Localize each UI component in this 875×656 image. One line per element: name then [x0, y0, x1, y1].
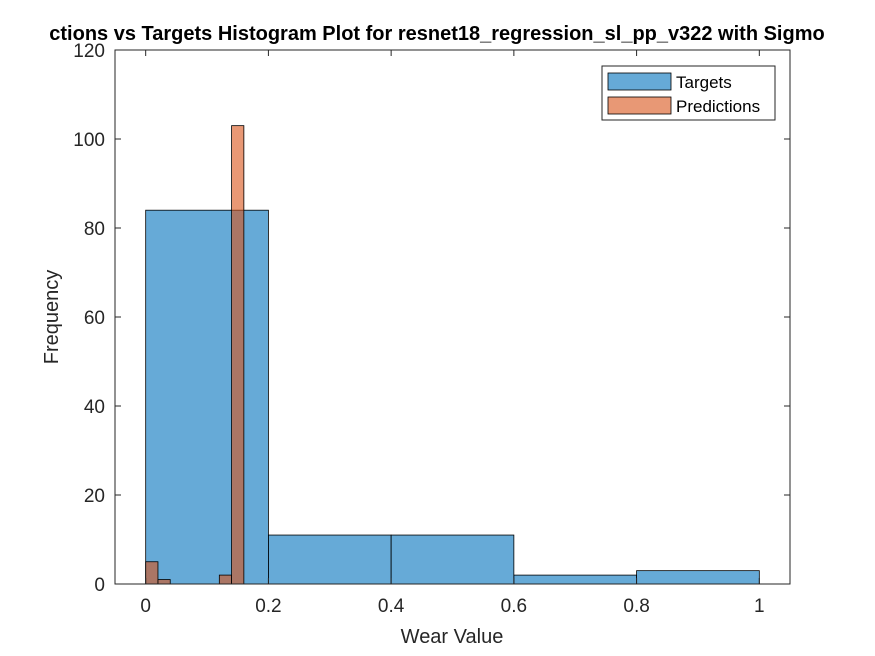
target-bar-4 — [636, 570, 760, 585]
axes-layer: 0 0.2 0.4 0.6 0.8 1 0 20 40 60 80 100 120 — [73, 41, 791, 617]
y-tick-label: 60 — [84, 308, 105, 329]
target-bar-0 — [145, 209, 269, 585]
legend: Targets Predictions — [601, 65, 776, 121]
x-tick-label: 0.2 — [255, 596, 281, 617]
y-tick-label: 100 — [73, 130, 105, 151]
target-bar-1 — [268, 534, 392, 585]
prediction-bar-1 — [157, 579, 171, 585]
y-tick-label: 120 — [73, 41, 105, 62]
chart-title: ctions vs Targets Histogram Plot for res… — [49, 23, 824, 45]
prediction-bar-6 — [218, 574, 232, 585]
prediction-bar-7 — [231, 125, 245, 585]
x-tick-label: 0.8 — [623, 596, 649, 617]
y-axis-label: Frequency — [41, 270, 63, 365]
x-axis-label: Wear Value — [401, 626, 504, 648]
target-bar-2 — [390, 534, 515, 585]
legend-swatch-targets — [607, 72, 672, 91]
y-tick-label: 80 — [84, 219, 105, 240]
x-tick-label: 0.4 — [378, 596, 405, 617]
legend-label-predictions: Predictions — [676, 97, 760, 116]
x-tick-label: 0.6 — [501, 596, 527, 617]
y-tick-label: 40 — [84, 397, 105, 418]
y-tick-label: 20 — [84, 486, 105, 507]
legend-label-targets: Targets — [676, 73, 732, 92]
x-tick-label: 0 — [140, 596, 151, 617]
target-bar-3 — [513, 574, 637, 585]
y-tick-label: 0 — [94, 575, 105, 596]
prediction-bar-0 — [145, 561, 159, 585]
x-tick-label: 1 — [754, 596, 765, 617]
legend-swatch-predictions — [607, 96, 672, 115]
bars-layer — [145, 125, 760, 585]
